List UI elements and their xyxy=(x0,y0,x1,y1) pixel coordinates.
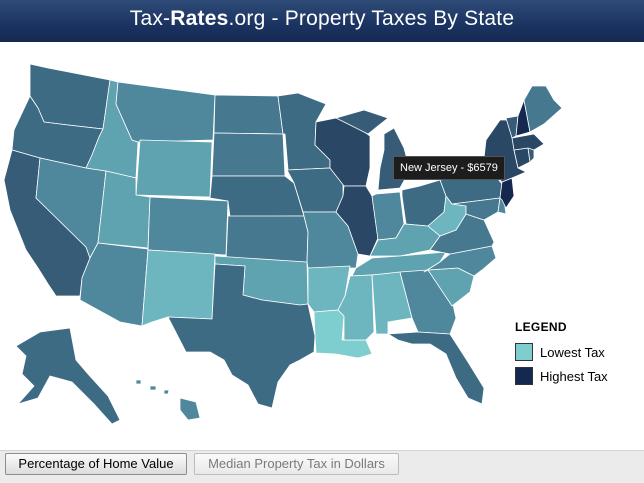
state-maine[interactable] xyxy=(523,85,563,133)
page-header: Tax-Rates.org - Property Taxes By State xyxy=(0,0,644,42)
state-south-dakota[interactable] xyxy=(211,132,286,177)
state-north-carolina[interactable] xyxy=(423,245,497,277)
state-wyoming[interactable] xyxy=(135,139,213,198)
state-new-mexico[interactable] xyxy=(141,249,216,327)
page-title: Tax-Rates.org - Property Taxes By State xyxy=(0,7,644,31)
median-property-tax-button[interactable]: Median Property Tax in Dollars xyxy=(194,453,399,475)
map-svg xyxy=(3,63,563,425)
state-montana[interactable] xyxy=(115,81,216,143)
legend-label-lowest: Lowest Tax xyxy=(540,344,605,360)
map-legend: LEGEND Lowest Tax Highest Tax xyxy=(515,320,608,391)
legend-item-highest: Highest Tax xyxy=(515,367,608,385)
button-bar: Percentage of Home Value Median Property… xyxy=(0,450,644,483)
legend-swatch-highest xyxy=(515,367,533,385)
state-north-dakota[interactable] xyxy=(213,94,284,135)
state-kansas[interactable] xyxy=(225,215,309,263)
us-property-tax-map xyxy=(0,42,644,450)
state-hawaii[interactable] xyxy=(135,379,201,421)
legend-label-highest: Highest Tax xyxy=(540,368,608,384)
site-suffix: .org - Property Taxes By State xyxy=(228,7,515,30)
site-prefix: Tax- xyxy=(129,7,171,30)
legend-title: LEGEND xyxy=(515,320,567,334)
legend-swatch-lowest xyxy=(515,343,533,361)
legend-item-lowest: Lowest Tax xyxy=(515,343,608,361)
state-colorado[interactable] xyxy=(147,196,229,256)
percentage-of-home-value-button[interactable]: Percentage of Home Value xyxy=(5,453,187,475)
state-mississippi[interactable] xyxy=(337,274,375,341)
state-massachusetts[interactable] xyxy=(511,133,545,151)
state-michigan[interactable] xyxy=(335,109,411,191)
state-tooltip: New Jersey - $6579 xyxy=(393,156,505,180)
site-name-bold: Rates xyxy=(170,7,229,30)
state-florida[interactable] xyxy=(387,331,485,405)
state-texas[interactable] xyxy=(167,263,316,409)
state-alaska[interactable] xyxy=(15,327,121,425)
state-illinois[interactable] xyxy=(335,185,379,257)
